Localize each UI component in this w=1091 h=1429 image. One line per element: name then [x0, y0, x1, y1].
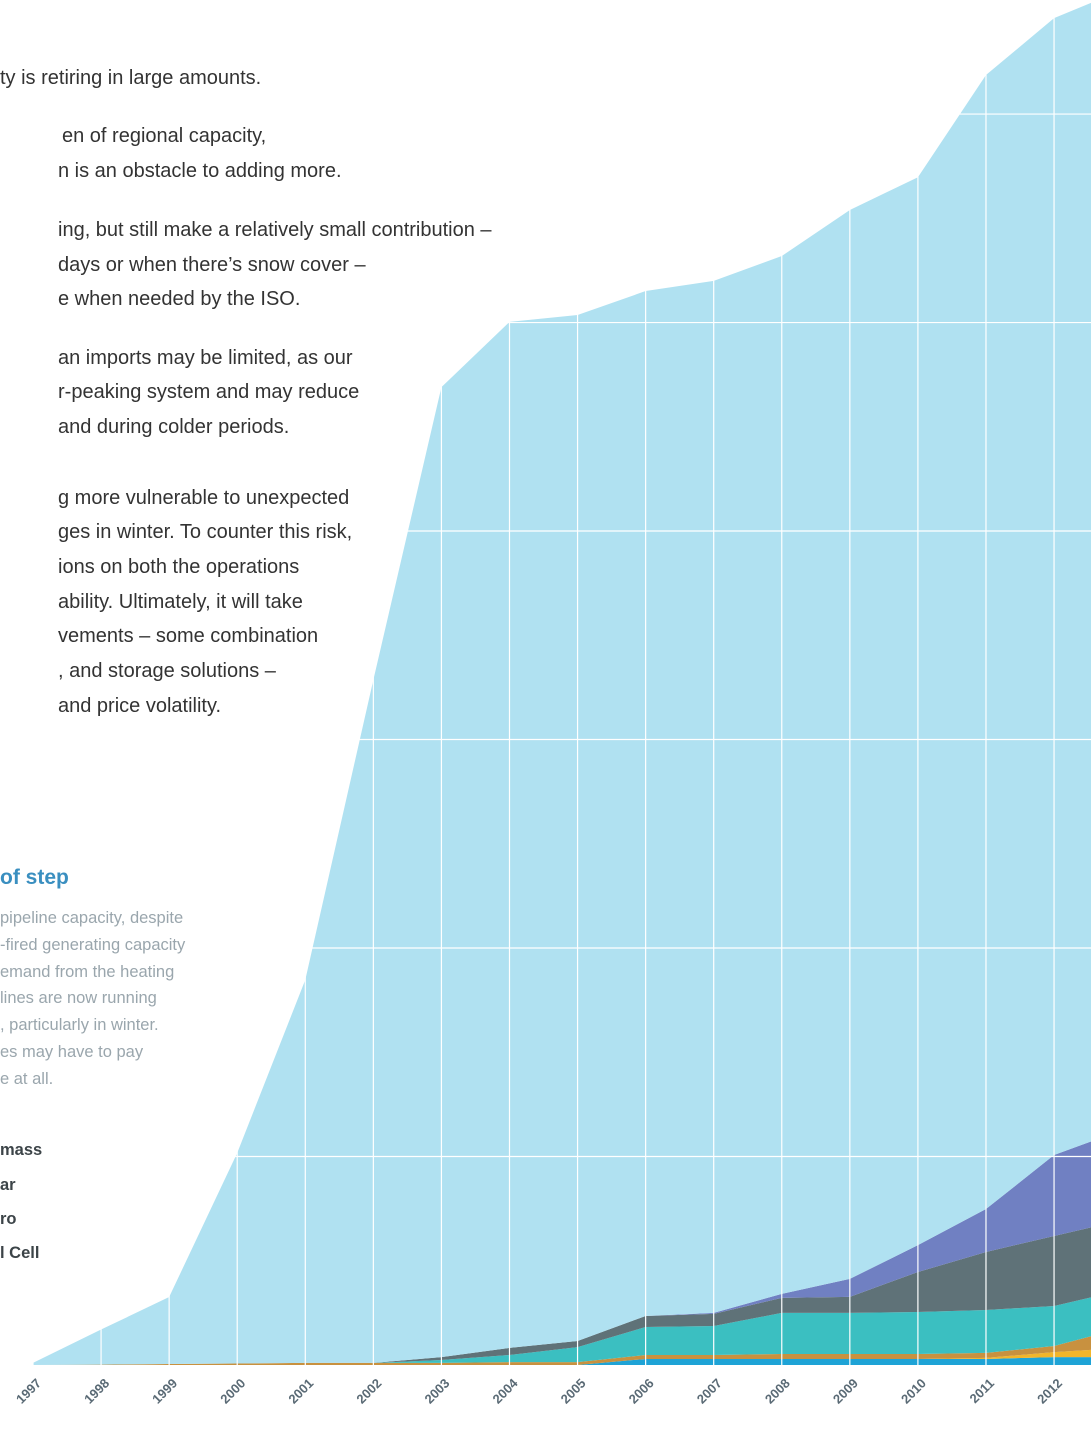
sidebar-line: pipeline capacity, despite: [0, 909, 183, 927]
x-tick-label: 2002: [353, 1376, 384, 1407]
paragraph-line: r-peaking system and may reduce: [58, 381, 359, 403]
area-series: [33, 1357, 1091, 1365]
area-series: [33, 2, 1091, 1365]
paragraph-line: ability. Ultimately, it will take: [58, 591, 303, 613]
paragraph-line: e when needed by the ISO.: [58, 288, 300, 310]
sidebar-line: lines are now running: [0, 989, 157, 1007]
paragraph-line: en of regional capacity,: [62, 125, 266, 147]
x-tick-label: 2003: [421, 1376, 452, 1407]
area-series: [33, 1297, 1091, 1365]
legend-label: ro: [0, 1210, 17, 1228]
document-text: more limited. ty is retiring in large amo…: [0, 0, 492, 1262]
paragraph-line: and during colder periods.: [58, 416, 289, 438]
paragraph-line: more limited.: [0, 0, 114, 5]
paragraph-line: n is an obstacle to adding more.: [58, 160, 342, 182]
legend-label: l Cell: [0, 1244, 39, 1262]
paragraph-line: , and storage solutions –: [58, 660, 277, 682]
paragraph-line: and price volatility.: [58, 695, 221, 717]
sidebar-line: emand from the heating: [0, 963, 174, 981]
chart-areas: [33, 2, 1091, 1365]
x-tick-label: 2000: [217, 1376, 248, 1407]
x-tick-label: 2001: [285, 1376, 316, 1407]
paragraph-line: ions on both the operations: [58, 556, 299, 578]
legend-label: ar: [0, 1176, 16, 1194]
area-series: [33, 1227, 1091, 1365]
x-tick-label: 2007: [694, 1376, 725, 1407]
legend-label: mass: [0, 1141, 42, 1159]
paragraph-line: ges in winter. To counter this risk,: [58, 521, 352, 543]
x-tick-label: 2005: [558, 1376, 589, 1407]
x-axis-labels: 1997 1998 1999 2000 2001 2002 2003 2004 2005 2006…: [13, 1375, 1065, 1407]
sidebar-line: es may have to pay: [0, 1043, 144, 1061]
x-tick-label: 1999: [149, 1376, 180, 1407]
x-tick-label: 2008: [762, 1376, 793, 1407]
x-tick-label: 2006: [626, 1376, 657, 1407]
x-tick-label: 1997: [13, 1376, 44, 1407]
paragraph-line: days or when there’s snow cover –: [58, 254, 366, 276]
paragraph-line: g more vulnerable to unexpected: [58, 487, 349, 509]
x-tick-label: 2011: [967, 1376, 998, 1407]
area-series: [33, 1336, 1091, 1365]
paragraph-line: an imports may be limited, as our: [58, 347, 353, 369]
paragraph-line: ing, but still make a relatively small c…: [58, 219, 492, 241]
x-tick-label: 2010: [898, 1376, 929, 1407]
sidebar-line: , particularly in winter.: [0, 1016, 159, 1034]
x-tick-label: 2004: [490, 1375, 522, 1407]
paragraph-line: ty is retiring in large amounts.: [0, 67, 261, 89]
x-tick-label: 2012: [1034, 1376, 1065, 1407]
section-heading: of step: [0, 866, 69, 889]
sidebar-line: -fired generating capacity: [0, 936, 186, 954]
paragraph-line: vements – some combination: [58, 625, 318, 647]
chart-grid: [0, 0, 1091, 1365]
x-tick-label: 2009: [830, 1376, 861, 1407]
sidebar-line: e at all.: [0, 1070, 53, 1088]
x-tick-label: 1998: [81, 1376, 112, 1407]
